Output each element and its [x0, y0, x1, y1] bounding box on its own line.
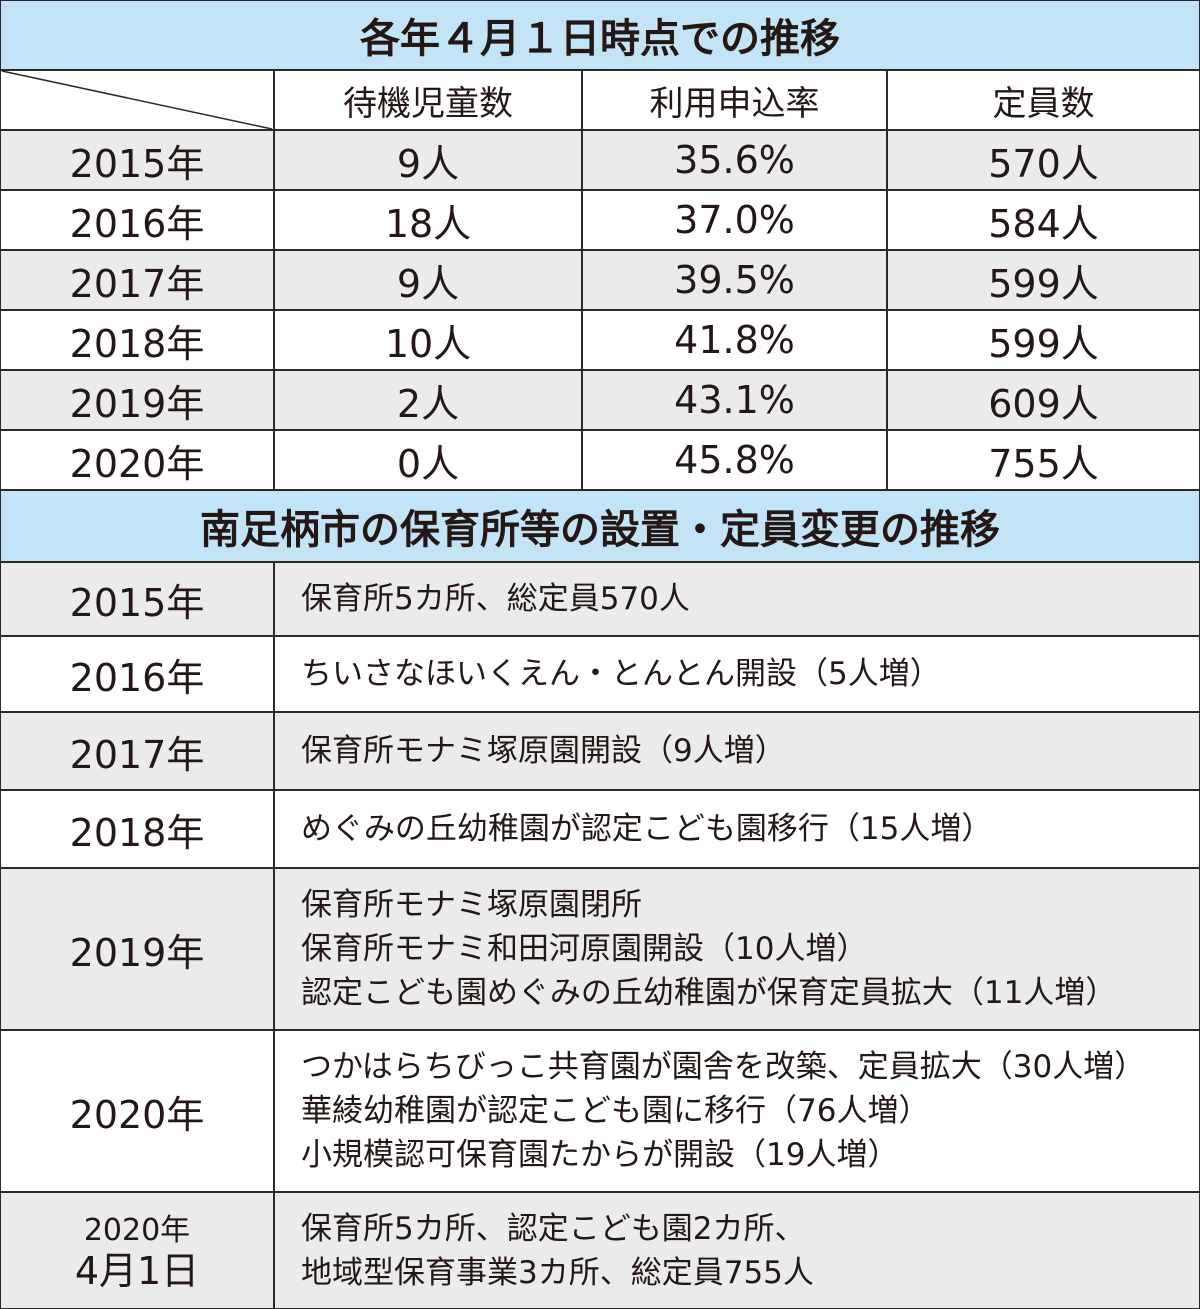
year-cell: 2017年	[1, 713, 273, 789]
cell-text: 45.8%	[674, 438, 795, 482]
cell-text: 2018年	[69, 321, 205, 366]
cell-text: 43.1%	[674, 378, 795, 422]
table-cell: 35.6%	[583, 131, 886, 189]
cell-text: 41.8%	[674, 318, 795, 362]
year-cell: 2018年	[1, 791, 273, 867]
detail-cell: 保育所モナミ塚原園開設（9人増）	[275, 713, 1199, 789]
table-cell: 2016年	[1, 191, 273, 249]
table-cell: 570人	[888, 131, 1199, 189]
cell-text: 9人	[396, 261, 460, 306]
cell-text: 2017年	[69, 261, 205, 306]
detail-cell: 保育所5カ所、認定こども園2カ所、 地域型保育事業3カ所、総定員755人	[275, 1193, 1199, 1308]
diagonal	[1, 70, 273, 130]
column-header: 待機児童数	[275, 71, 581, 129]
year-cell: 2019年	[1, 869, 273, 1029]
year-text: 2019年	[69, 930, 205, 975]
cell-text: 599人	[988, 321, 1099, 366]
year-text: 2017年	[69, 732, 205, 777]
detail-text: つかはらちびっこ共育園が園舎を改築、定員拡大（30人増）	[301, 1049, 1146, 1085]
cell-text: 2015年	[69, 141, 205, 186]
detail-cell: つかはらちびっこ共育園が園舎を改築、定員拡大（30人増） 華綾幼稚園が認定こども園…	[275, 1031, 1199, 1191]
cell-text: 37.0%	[674, 198, 795, 242]
year-text: 2020年	[69, 1092, 205, 1137]
year-text: 2015年	[69, 580, 205, 625]
year-cell: 2020年	[1, 1031, 273, 1191]
table-cell: 10人	[275, 311, 581, 369]
table-cell: 39.5%	[583, 251, 886, 309]
cell-text: 2020年	[69, 441, 205, 486]
title-text: 各年４月１日時点での推移	[360, 16, 840, 62]
table-cell: 2020年	[1, 431, 273, 489]
detail-text: 保育所5カ所、総定員570人	[301, 581, 690, 617]
table-title: 各年４月１日時点での推移	[1, 1, 1199, 69]
cell-text: 755人	[988, 441, 1099, 486]
cell-text: 10人	[384, 321, 472, 366]
detail-cell: ちいさなほいくえん・とんとん開設（5人増）	[275, 637, 1199, 711]
header-text: 利用申込率	[649, 83, 820, 124]
detail-cell: 保育所5カ所、総定員570人	[275, 563, 1199, 635]
table-cell: 755人	[888, 431, 1199, 489]
cell-text: 9人	[396, 141, 460, 186]
table-cell: 43.1%	[583, 371, 886, 429]
cell-text: 584人	[988, 201, 1099, 246]
title-text: 南足柄市の保育所等の設置・定員変更の推移	[200, 507, 1000, 553]
year-cell: 2020年 4月1日	[1, 1193, 273, 1308]
table-cell: 599人	[888, 311, 1199, 369]
table-cell: 9人	[275, 131, 581, 189]
table-cell: 45.8%	[583, 431, 886, 489]
cell-text: 2019年	[69, 381, 205, 426]
table-cell: 599人	[888, 251, 1199, 309]
table-cell: 2017年	[1, 251, 273, 309]
year-text: 2016年	[69, 655, 205, 700]
table-cell: 41.8%	[583, 311, 886, 369]
year-cell: 2016年	[1, 637, 273, 711]
cell-text: 35.6%	[674, 138, 795, 182]
table-cell: 609人	[888, 371, 1199, 429]
detail-text: 地域型保育事業3カ所、総定員755人	[301, 1254, 814, 1291]
table-cell: 18人	[275, 191, 581, 249]
detail-text: 保育所モナミ和田河原園開設（10人増）	[301, 931, 868, 967]
detail-cell: 保育所モナミ塚原園閉所保育所モナミ和田河原園開設（10人増） 認定こども園めぐみの…	[275, 869, 1199, 1029]
table-cell: 2人	[275, 371, 581, 429]
cell-text: 609人	[988, 381, 1099, 426]
cell-text: 0人	[396, 441, 460, 486]
table-title: 南足柄市の保育所等の設置・定員変更の推移	[1, 491, 1199, 561]
header-text: 定員数	[992, 83, 1095, 124]
table-cell: 0人	[275, 431, 581, 489]
cell-text: 18人	[384, 201, 472, 246]
detail-text: 保育所5カ所、認定こども園2カ所、	[301, 1210, 806, 1247]
header-text: 待機児童数	[343, 83, 513, 124]
cell-text: 2人	[396, 381, 460, 426]
detail-text: めぐみの丘幼稚園が認定こども園移行（15人増）	[301, 811, 993, 847]
table-cell: 2015年	[1, 131, 273, 189]
table-cell: 37.0%	[583, 191, 886, 249]
detail-text: 保育所モナミ塚原園閉所	[301, 887, 642, 923]
cell-text: 599人	[988, 261, 1099, 306]
detail-text: 保育所モナミ塚原園開設（9人増）	[301, 733, 786, 769]
detail-text: ちいさなほいくえん・とんとん開設（5人増）	[301, 656, 941, 692]
table-cell: 584人	[888, 191, 1199, 249]
cell-text: 2016年	[69, 201, 205, 246]
column-header: 利用申込率	[583, 71, 886, 129]
cell-text: 39.5%	[674, 258, 795, 302]
year-text: 2020年	[83, 1212, 191, 1248]
detail-text: 小規模認可保育園たからが開設（19人増）	[301, 1137, 899, 1173]
table-cell: 9人	[275, 251, 581, 309]
year-cell: 2015年	[1, 563, 273, 635]
table-cell: 2018年	[1, 311, 273, 369]
column-header: 定員数	[888, 71, 1199, 129]
detail-cell: めぐみの丘幼稚園が認定こども園移行（15人増）	[275, 791, 1199, 867]
table-cell: 2019年	[1, 371, 273, 429]
cell-text: 570人	[988, 141, 1099, 186]
year-text: 4月1日	[74, 1248, 200, 1293]
detail-text: 華綾幼稚園が認定こども園に移行（76人増）	[301, 1093, 930, 1129]
year-text: 2018年	[69, 810, 205, 855]
detail-text: 認定こども園めぐみの丘幼稚園が保育定員拡大（11人増）	[301, 975, 1117, 1011]
